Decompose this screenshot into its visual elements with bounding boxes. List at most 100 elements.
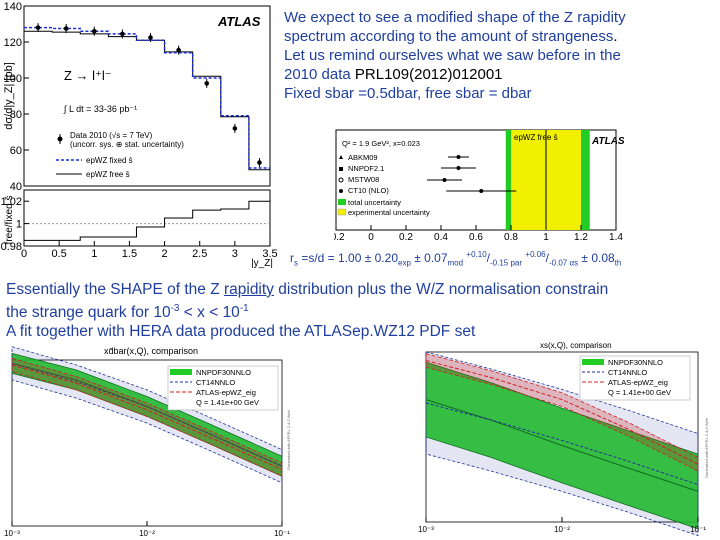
xdbar-side-note: Generated with APFEL 2.4.0 Web — [286, 409, 291, 470]
pdf-band — [11, 357, 283, 477]
atlas-logo-text: ATLAS — [217, 14, 261, 29]
ratio-tick-label: 0.98 — [1, 241, 22, 253]
data-point — [232, 126, 238, 131]
rs-atlas-text: ATLAS — [591, 136, 624, 147]
x-tick-label: 2.5 — [192, 248, 207, 260]
ratio-frame — [23, 189, 271, 247]
intro-line-4: 2010 data PRL109(2012)012001 — [284, 66, 503, 83]
pdf-legend-entry: ATLAS-epWZ_eig — [196, 388, 256, 397]
rs-legend-nnpdf: NNPDF2.1 — [348, 164, 384, 173]
pdf-x-tick-label: 10⁻³ — [418, 525, 434, 534]
y-axis-label: dσ/d|y_Z| [pb] — [3, 62, 15, 130]
y-tick-label: 80 — [10, 109, 22, 121]
y-tick-label: 60 — [10, 145, 22, 157]
rs-comparison-plot: epWZ free s̄ ATLAS Q² = 1.9 GeV², x=0.02… — [334, 129, 624, 243]
summary-line-2: the strange quark for 10-3 < x < 10-1 — [6, 303, 249, 322]
intro-line-5: Fixed sbar =0.5dbar, free sbar = dbar — [284, 85, 532, 102]
xs-side-note: Generated with APFEL 2.4.0 Web — [704, 417, 709, 478]
pdf-point — [479, 189, 484, 193]
pdf-legend-entry: Q = 1.41e+00 GeV — [608, 388, 671, 397]
pdf-legend-entry: CT14NNLO — [608, 368, 647, 377]
rs-result: rs =s/d = 1.00 ± 0.20exp ± 0.07mod +0.10… — [290, 250, 622, 268]
pdf-x-tick-label: 10⁻¹ — [690, 525, 706, 534]
xdbar-pdf-plot: xd̄bar(x,Q), comparison NNPDF30NNLOCT14N… — [4, 346, 291, 538]
x-tick-label: 3.5 — [262, 248, 277, 260]
pdf-x-tick-label: 10⁻³ — [4, 529, 20, 538]
intro-line-3: Let us remind ourselves what we saw befo… — [284, 47, 621, 64]
ratio-line — [24, 200, 270, 241]
x-tick-label: 2 — [162, 248, 168, 260]
lumi-label: ∫ L dt = 33-36 pb⁻¹ — [63, 104, 137, 114]
y-tick-label: 120 — [4, 37, 22, 49]
xdbar-title: xd̄bar(x,Q), comparison — [104, 346, 198, 356]
y-tick-label: 140 — [4, 1, 22, 13]
pdf-point — [442, 178, 447, 182]
data-point — [63, 26, 69, 31]
pdf-legend-entry: NNPDF30NNLO — [196, 368, 251, 377]
pdf-legend-entry: CT14NNLO — [196, 378, 235, 387]
pdf-band — [425, 353, 699, 472]
x-tick-label: 3 — [232, 248, 238, 260]
pdf-point — [456, 155, 461, 159]
data-point — [148, 35, 153, 40]
x-tick-label: 1.5 — [122, 248, 137, 260]
process-label: Z → l⁺l⁻ — [64, 68, 112, 83]
rs-legend-exp: experimental uncertainty — [348, 208, 430, 217]
intro-text: We expect to see a modified shape of the… — [284, 8, 714, 103]
legend-free: epWZ free s̄ — [86, 170, 130, 179]
series-fixed-line — [24, 26, 270, 169]
z-rapidity-plot: 0 0.5 1 1.5 2 2.5 3 3.5 40 60 80 100 120 140 0.98 1 1.02… — [1, 1, 278, 269]
rs-tick-label: 0.8 — [504, 232, 518, 243]
rs-tick-label: 1.2 — [574, 232, 588, 243]
data-point — [204, 81, 210, 86]
rs-tick-label: 0.4 — [434, 232, 448, 243]
pdf-legend-entry: NNPDF30NNLO — [608, 358, 663, 367]
rs-tick-label: 1 — [543, 232, 549, 243]
pdf-x-tick-label: 10⁻² — [554, 525, 570, 534]
rs-tick-label: 0.6 — [469, 232, 483, 243]
intro-line-1: We expect to see a modified shape of the… — [284, 9, 626, 26]
x-tick-label: 0 — [21, 248, 27, 260]
z-legend: Data 2010 (√s = 7 TeV) (uncorr. sys. ⊕ s… — [56, 131, 184, 179]
pdf-central-line — [425, 360, 699, 465]
rs-legend: ABKM09 NNPDF2.1 MSTW08 CT10 (NLO) total … — [337, 153, 430, 217]
pdf-band — [425, 351, 699, 537]
xs-pdf-plot: xs(x,Q), comparison NNPDF30NNLOCT14NNLOA… — [418, 341, 709, 537]
legend-data-note: (uncorr. sys. ⊕ stat. uncertainty) — [70, 140, 184, 149]
rs-legend-ct10: CT10 (NLO) — [348, 186, 389, 195]
y-tick-label: 100 — [4, 73, 22, 85]
rs-tick-label: -0.2 — [334, 232, 345, 243]
x-axis-label: |y_Z| — [251, 258, 273, 269]
series-free-line — [24, 30, 270, 171]
intro-line-2: spectrum according to the amount of stra… — [284, 28, 618, 45]
main-frame — [23, 5, 271, 187]
legend-fixed: epWZ fixed s̄ — [86, 156, 133, 165]
y-tick-label: 40 — [10, 181, 22, 193]
summary-text: Essentially the SHAPE of the Z rapidity … — [6, 280, 718, 341]
summary-line-3: A fit together with HERA data produced t… — [6, 323, 476, 341]
data-point — [91, 28, 97, 34]
rs-tick-label: 1.4 — [609, 232, 623, 243]
summary-line-1: Essentially the SHAPE of the Z rapidity … — [6, 281, 609, 298]
data-point — [176, 47, 181, 53]
pdf-x-tick-label: 10⁻² — [139, 529, 155, 538]
x-tick-label: 0.5 — [51, 248, 66, 260]
pdf-central-line — [11, 362, 283, 467]
data-point — [257, 160, 262, 165]
pdf-band — [11, 346, 283, 484]
x-tick-label: 1 — [91, 248, 97, 260]
ratio-axis-label: free/fixed s̄ — [4, 196, 15, 245]
pdf-x-tick-label: 10⁻¹ — [274, 529, 290, 538]
rs-legend-total: total uncertainty — [348, 198, 401, 207]
pdf-central-line — [11, 364, 283, 471]
pdf-central-line — [425, 399, 699, 492]
pdf-central-line — [425, 402, 699, 486]
pdf-legend-entry: Q = 1.41e+00 GeV — [196, 398, 259, 407]
legend-data: Data 2010 (√s = 7 TeV) — [70, 131, 153, 140]
rs-title: epWZ free s̄ — [514, 133, 558, 142]
pdf-legend-entry: ATLAS-epWZ_eig — [608, 378, 668, 387]
rs-q2-label: Q² = 1.9 GeV², x=0.023 — [342, 139, 420, 148]
rs-tick-label: 0 — [368, 232, 374, 243]
pdf-point — [456, 166, 461, 170]
rs-legend-abkm: ABKM09 — [348, 153, 378, 162]
